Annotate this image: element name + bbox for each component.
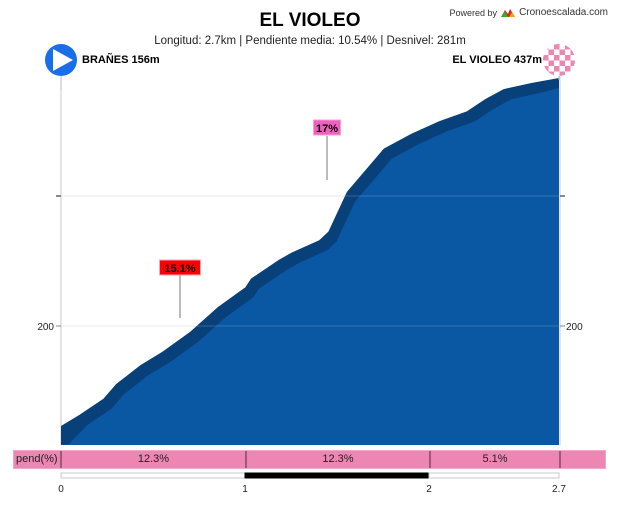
segment-separator — [429, 451, 431, 468]
brand-name: Cronoescalada.com — [519, 7, 608, 18]
start-label: BRAÑES 156m — [82, 54, 160, 66]
km-segment-2-end — [428, 472, 560, 479]
powered-by[interactable]: Powered by Cronoescalada.com — [450, 7, 608, 18]
end-label: EL VIOLEO 437m — [452, 54, 542, 66]
km-segment-1-2 — [244, 472, 430, 479]
x-tick-label: 0 — [58, 484, 64, 495]
segment-separator — [245, 451, 247, 468]
segment-slope-1: 12.3% — [137, 453, 170, 465]
segment-separator — [60, 451, 62, 468]
x-tick-label: 2.7 — [552, 484, 566, 495]
max-slope-label: 17% — [316, 123, 338, 135]
segment-slope-3: 5.1% — [482, 453, 508, 465]
finish-checkered-flag-icon — [543, 44, 575, 80]
slope-row: pend(%) 12.3% 12.3% 5.1% — [13, 450, 606, 469]
profile-area — [61, 78, 559, 445]
chart-subtitle: Longitud: 2.7km | Pendiente media: 10.54… — [154, 35, 466, 47]
chart-title: EL VIOLEO — [259, 10, 361, 31]
segment-separator — [559, 451, 561, 468]
powered-by-text: Powered by — [449, 7, 498, 18]
max-slope-badge — [313, 119, 341, 136]
km-scale-bar — [60, 472, 560, 479]
y-tick-label-left: 200 — [37, 322, 54, 333]
y-tick-label-right: 200 — [566, 322, 583, 333]
km-segment-0-1 — [60, 472, 246, 479]
max-slope-badge — [159, 259, 201, 276]
x-tick-label: 2 — [426, 484, 432, 495]
max-slope-label: 15.1% — [164, 263, 195, 275]
start-play-icon — [45, 44, 77, 90]
mountain-logo-icon — [501, 9, 516, 17]
segment-slope-2: 12.3% — [322, 453, 354, 465]
x-tick-label: 1 — [242, 484, 248, 495]
slope-row-label: pend(%) — [16, 453, 58, 465]
